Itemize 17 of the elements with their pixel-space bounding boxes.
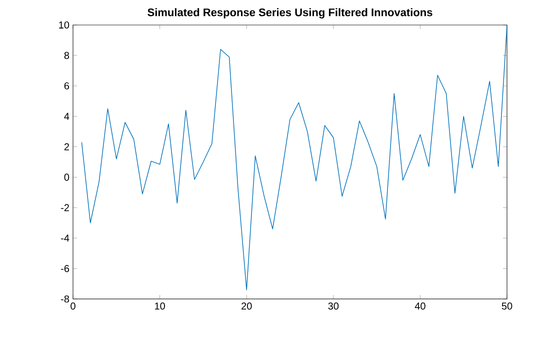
x-tick-label: 10	[155, 302, 165, 310]
x-tick-label: 0	[70, 302, 76, 310]
y-tick-label: -6	[61, 265, 70, 272]
x-tick-label: 30	[328, 302, 339, 310]
x-tick-label: 20	[242, 302, 252, 310]
y-tick-label: -2	[61, 204, 69, 212]
y-tick-label: 0	[64, 174, 70, 181]
y-tick-label: 2	[64, 143, 69, 150]
y-tick-label: 10	[59, 21, 70, 29]
y-tick-label: 4	[64, 112, 70, 120]
y-tick-label: 6	[64, 82, 70, 90]
chart-title: Simulated Response Series Using Filtered Innovations	[148, 8, 432, 18]
x-tick-label: 40	[414, 302, 426, 310]
y-tick-label: -8	[61, 295, 70, 303]
x-tick-label: 50	[502, 302, 512, 310]
y-tick-label: 8	[64, 52, 70, 59]
y-tick-label: -4	[61, 234, 70, 242]
